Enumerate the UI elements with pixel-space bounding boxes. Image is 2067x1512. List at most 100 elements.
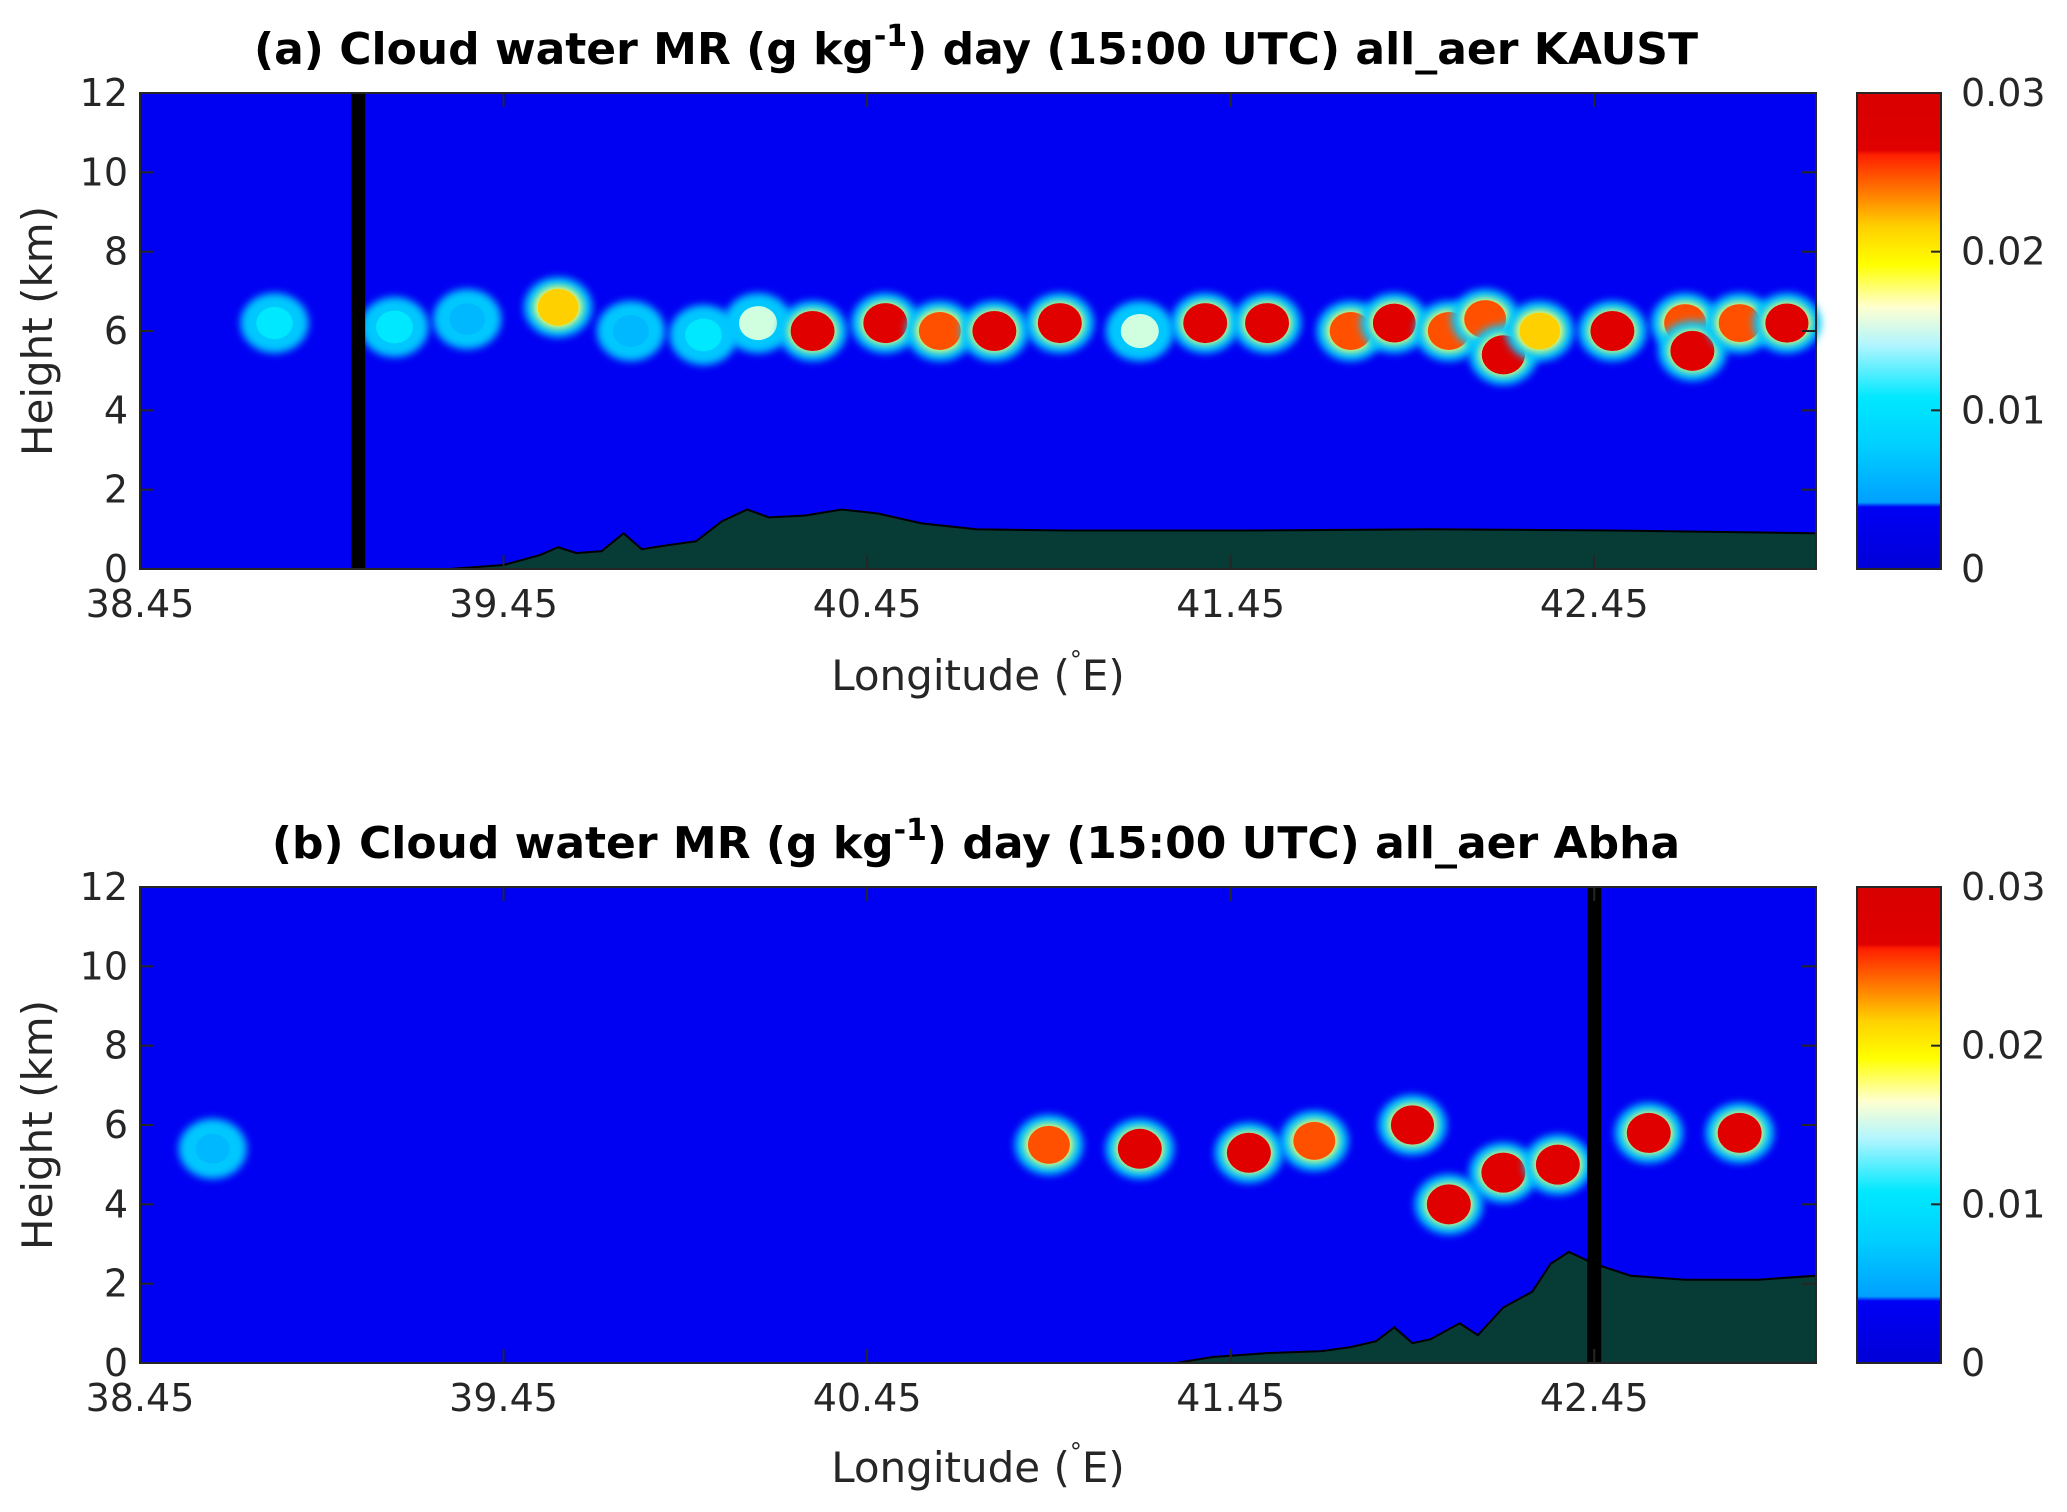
cloud-core	[1293, 1121, 1336, 1160]
cloud-core	[1626, 1112, 1671, 1153]
colorbar	[1856, 92, 1942, 570]
cloud-cell	[1378, 1095, 1447, 1155]
colorbar	[1856, 886, 1942, 1364]
cloud-core	[1120, 314, 1159, 348]
x-tick-label: 40.45	[813, 1376, 922, 1420]
colorbar-tick-label: 0	[1961, 1341, 1985, 1385]
site-marker	[1587, 887, 1602, 1363]
y-tick-label: 4	[104, 388, 128, 432]
y-tick-label: 0	[104, 1341, 128, 1385]
cloud-core	[376, 310, 413, 344]
y-tick-label: 10	[80, 150, 128, 194]
cloud-cell	[1705, 293, 1774, 354]
x-axis: 38.45 39.45 40.45 41.45 42.45	[86, 93, 1649, 626]
colorbar-tick-label: 0.02	[1961, 230, 2046, 274]
panel-a: (a) Cloud water MR (g kg-1) day (15:00 U…	[13, 19, 2046, 700]
cloud-core	[612, 315, 649, 347]
cloud-cell	[1505, 301, 1574, 361]
cloud-cell	[724, 293, 793, 354]
x-tick-label: 39.45	[449, 1376, 558, 1420]
cloud-cell	[905, 301, 974, 361]
cloud-cell	[1578, 301, 1647, 361]
y-tick-label: 12	[80, 71, 128, 115]
y-tick-label: 10	[80, 944, 128, 988]
x-tick-label: 42.45	[1540, 1376, 1649, 1420]
cloud-core	[1117, 1128, 1162, 1169]
cloud-core	[1765, 303, 1809, 343]
y-axis-label: Height (km)	[13, 206, 62, 456]
y-tick-label: 2	[104, 1262, 128, 1306]
cloud-core	[195, 1133, 230, 1164]
cloud-core	[256, 306, 293, 340]
cloud-core	[1183, 303, 1228, 344]
cloud-core	[1037, 303, 1082, 344]
x-tick-label: 41.45	[1176, 582, 1285, 626]
cloud-cell	[1469, 1142, 1538, 1203]
site-marker	[351, 93, 366, 569]
cloud-cell	[960, 301, 1029, 361]
cloud-cell	[1523, 1134, 1592, 1195]
y-axis: 0 2 4 6 8 10 12	[80, 865, 1816, 1385]
panel-a-title: (a) Cloud water MR (g kg-1) day (15:00 U…	[254, 19, 1698, 75]
colorbar-ticks: 0 0.01 0.02 0.03	[1931, 865, 2046, 1385]
cloud-core	[685, 318, 722, 352]
y-tick-label: 8	[104, 230, 128, 274]
x-axis-label: Longitude (°E)	[831, 1438, 1125, 1492]
cloud-cell	[178, 1118, 247, 1179]
x-axis: 38.45 39.45 40.45 41.45 42.45	[86, 887, 1649, 1420]
cloud-cell	[1360, 293, 1429, 354]
x-tick-label: 41.45	[1176, 1376, 1285, 1420]
cloud-cell	[596, 301, 665, 361]
y-axis: 0 2 4 6 8 10 12	[80, 71, 1816, 591]
cloud-core	[449, 303, 486, 335]
cloud-cell	[1705, 1102, 1774, 1163]
cloud-cell	[1752, 293, 1821, 354]
colorbar-tick-label: 0.01	[1961, 1182, 2046, 1226]
colorbar-tick-label: 0.01	[1961, 388, 2046, 432]
cloud-core	[1372, 303, 1416, 343]
cloud-core	[739, 306, 778, 341]
cloud-core	[1717, 1112, 1762, 1153]
cloud-cell	[1105, 1118, 1174, 1179]
cloud-core	[1245, 303, 1290, 344]
y-tick-label: 2	[104, 468, 128, 512]
cloud-cell	[1614, 1102, 1683, 1163]
cloud-cell	[778, 301, 847, 361]
y-axis-label: Height (km)	[13, 1000, 62, 1250]
cloud-cell	[1171, 293, 1240, 354]
y-tick-label: 6	[104, 1103, 128, 1147]
x-tick-label: 38.45	[86, 582, 195, 626]
cloud-core	[918, 312, 961, 350]
x-tick-label: 42.45	[1540, 582, 1649, 626]
cloud-cell	[433, 289, 502, 350]
cloud-field	[178, 1095, 1774, 1235]
panel-b-title: (b) Cloud water MR (g kg-1) day (15:00 U…	[272, 813, 1680, 869]
cloud-core	[537, 288, 579, 326]
y-tick-label: 4	[104, 1182, 128, 1226]
cloud-cell	[1233, 293, 1302, 354]
x-tick-label: 39.45	[449, 582, 558, 626]
y-tick-label: 12	[80, 865, 128, 909]
panel-b: (b) Cloud water MR (g kg-1) day (15:00 U…	[13, 813, 2046, 1492]
cloud-core	[1027, 1125, 1070, 1164]
cloud-cell	[1105, 301, 1174, 361]
cloud-core	[1519, 312, 1561, 350]
y-tick-label: 0	[104, 547, 128, 591]
cloud-core	[1226, 1132, 1271, 1173]
x-tick-label: 40.45	[813, 582, 922, 626]
cloud-field	[240, 277, 1821, 385]
colorbar-tick-label: 0.03	[1961, 865, 2046, 909]
terrain	[140, 1250, 1817, 1364]
colorbar-tick-label: 0	[1961, 547, 1985, 591]
cloud-cell	[1214, 1122, 1283, 1183]
cloud-cell	[851, 293, 920, 354]
colorbar-ticks: 0 0.01 0.02 0.03	[1931, 71, 2046, 591]
cloud-core	[1481, 1152, 1526, 1193]
y-tick-label: 6	[104, 309, 128, 353]
y-tick-label: 8	[104, 1024, 128, 1068]
cloud-cell	[1025, 293, 1094, 354]
cloud-cell	[240, 293, 309, 354]
cloud-core	[1670, 330, 1715, 371]
cloud-cell	[524, 277, 593, 338]
cloud-cell	[1014, 1114, 1083, 1175]
